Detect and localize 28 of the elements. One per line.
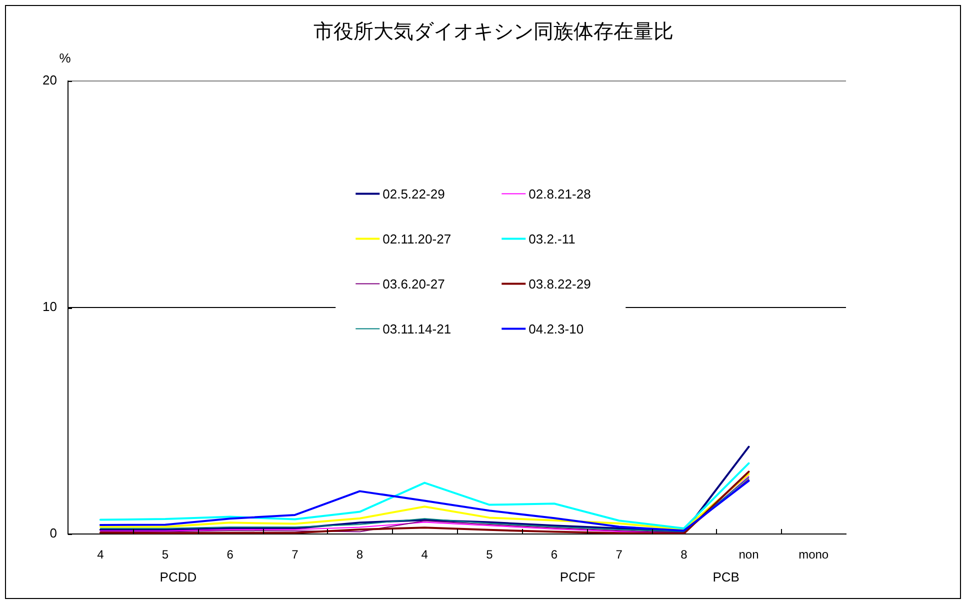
x-tick-label: 6 — [226, 548, 234, 562]
legend-label: 02.8.21-28 — [528, 186, 591, 202]
legend-label: 02.11.20-27 — [382, 231, 452, 246]
y-tick-label: 20 — [42, 72, 57, 88]
x-tick-label: 6 — [550, 548, 558, 562]
x-tick-label: 5 — [486, 548, 494, 562]
legend-label: 03.2.-11 — [528, 231, 576, 246]
x-tick-label: 5 — [162, 548, 169, 562]
y-tick-label: 10 — [42, 299, 57, 314]
legend-label: 03.11.14-21 — [382, 321, 452, 336]
x-tick-label: 8 — [356, 548, 364, 562]
legend-label: 03.8.22-29 — [528, 276, 591, 292]
text: PCB — [712, 570, 740, 585]
x-tick-label: non — [738, 548, 759, 562]
x-tick-label: 7 — [292, 548, 299, 562]
y-axis-title: % — [59, 50, 72, 66]
y-tick-label: 0 — [50, 526, 57, 541]
chart-title: 市役所大気ダイオキシン同族体存在量比 — [314, 19, 674, 44]
text: PCDD — [160, 570, 197, 585]
legend-label: 04.2.3-10 — [528, 321, 584, 336]
legend-label: 02.5.22-29 — [382, 186, 445, 202]
legend-label: 03.6.20-27 — [382, 276, 445, 292]
x-tick-label: 7 — [616, 548, 623, 562]
x-tick-label: 4 — [97, 548, 104, 562]
x-tick-label: mono — [798, 548, 829, 562]
x-tick-label: 4 — [421, 548, 428, 562]
x-tick-label: 8 — [680, 548, 688, 562]
text: PCDF — [560, 570, 596, 585]
